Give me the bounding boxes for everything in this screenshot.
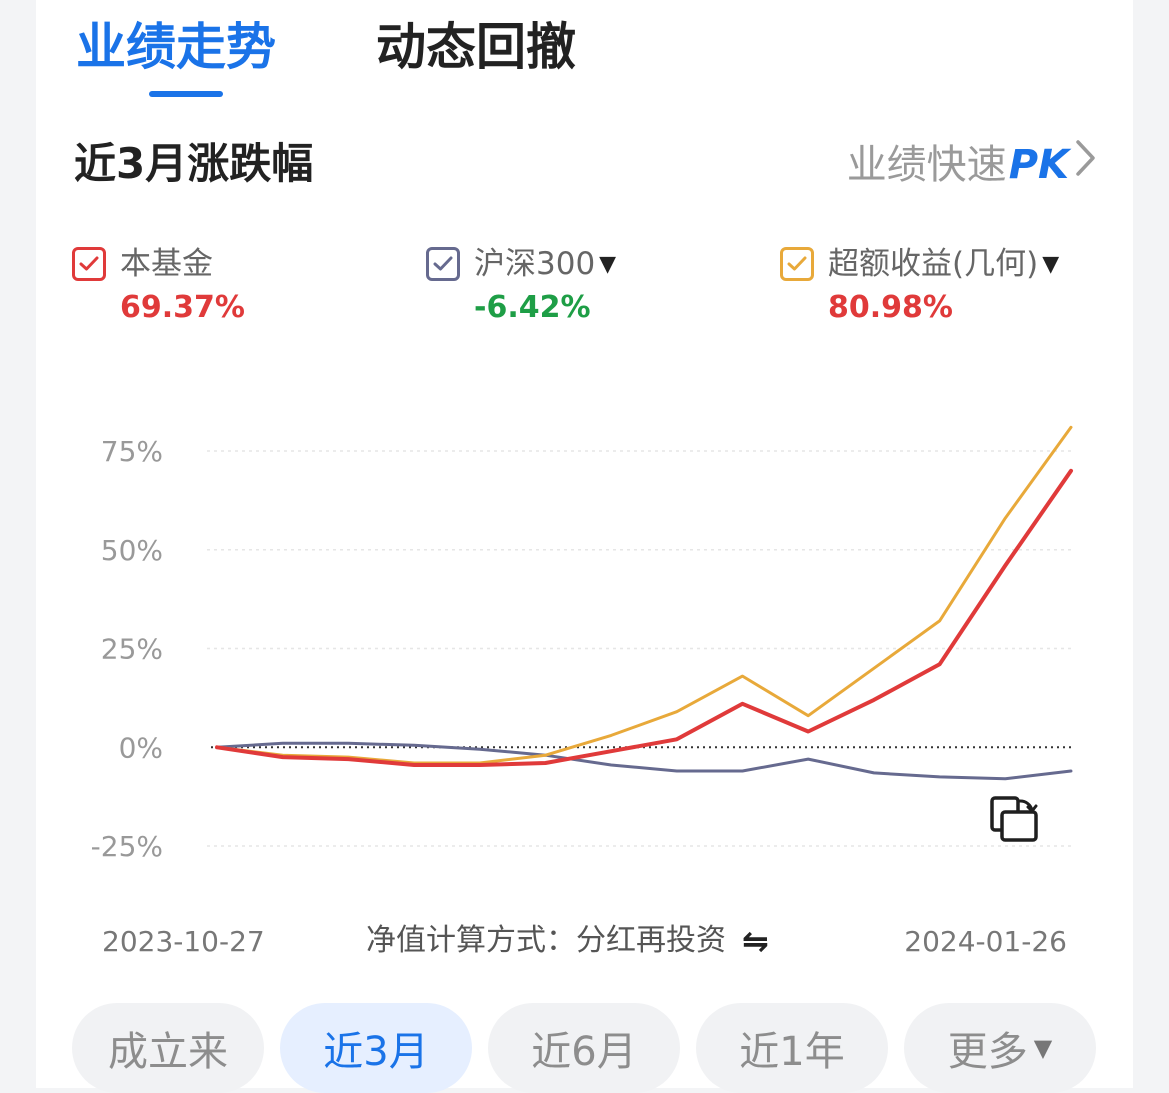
x-axis-start-date: 2023-10-27	[102, 925, 265, 958]
nav-calc-mode-label: 净值计算方式：分红再投资	[366, 923, 726, 958]
range-3-months-button[interactable]: 近3月	[280, 1003, 472, 1093]
y-tick-label: 25%	[101, 633, 163, 666]
checkbox-checked-icon[interactable]	[426, 247, 460, 281]
y-tick-label: 0%	[119, 731, 163, 764]
fund-performance-card: 业绩走势 动态回撤 近3月涨跌幅 业绩快速 PK 本基金 69.37% 沪深30…	[36, 0, 1133, 1093]
legend-label-csi300: 沪深300	[474, 246, 596, 282]
legend-value-csi300: -6.42%	[474, 290, 591, 325]
series-line-csi300	[215, 741, 1073, 781]
y-tick-label: 75%	[101, 435, 163, 468]
legend-value-excess-return: 80.98%	[828, 290, 953, 325]
series-line-fund	[215, 468, 1073, 767]
x-axis-end-date: 2024-01-26	[904, 925, 1067, 958]
active-tab-indicator	[149, 91, 223, 97]
pk-link-label: 业绩快速	[846, 141, 1007, 188]
screenshot-share-icon[interactable]	[990, 796, 1038, 842]
pk-link-highlight: PK	[1008, 141, 1069, 188]
series-line-excess-return	[215, 425, 1073, 765]
legend-item-fund[interactable]: 本基金 69.37%	[72, 244, 245, 325]
dropdown-caret-icon[interactable]: ▼	[1042, 251, 1060, 277]
section-title: 近3月涨跌幅	[74, 139, 314, 188]
legend-label-excess-return: 超额收益(几何)	[828, 246, 1039, 282]
range-label: 更多	[947, 1029, 1028, 1075]
legend-label-fund: 本基金	[120, 246, 213, 282]
nav-calc-mode-toggle[interactable]: 净值计算方式：分红再投资 ⇋	[366, 920, 769, 962]
range-since-inception-button[interactable]: 成立来	[72, 1003, 264, 1093]
tab-performance-trend[interactable]: 业绩走势	[76, 18, 276, 76]
legend-item-csi300[interactable]: 沪深300 ▼ -6.42%	[426, 244, 617, 325]
y-tick-label: -25%	[91, 830, 163, 863]
tab-dynamic-drawdown[interactable]: 动态回撤	[376, 18, 576, 76]
performance-line-chart[interactable]: 75% 50% 25% 0% -25%	[36, 0, 1133, 900]
performance-pk-link[interactable]: 业绩快速 PK	[847, 138, 1097, 191]
range-more-button[interactable]: 更多 ▼	[904, 1003, 1096, 1093]
range-label: 近1年	[739, 1029, 845, 1075]
checkbox-checked-icon[interactable]	[780, 247, 814, 281]
range-6-months-button[interactable]: 近6月	[488, 1003, 680, 1093]
legend-item-excess-return[interactable]: 超额收益(几何) ▼ 80.98%	[780, 244, 1060, 325]
range-label: 成立来	[108, 1029, 228, 1075]
chevron-right-icon	[1075, 138, 1097, 191]
y-tick-label: 50%	[101, 534, 163, 567]
checkbox-checked-icon[interactable]	[72, 247, 106, 281]
range-label: 近6月	[531, 1029, 637, 1075]
range-label: 近3月	[323, 1029, 429, 1075]
range-1-year-button[interactable]: 近1年	[696, 1003, 888, 1093]
dropdown-caret-icon[interactable]: ▼	[599, 251, 617, 277]
swap-icon[interactable]: ⇋	[742, 922, 769, 960]
legend-value-fund: 69.37%	[120, 290, 245, 325]
dropdown-caret-icon: ▼	[1033, 1034, 1053, 1062]
